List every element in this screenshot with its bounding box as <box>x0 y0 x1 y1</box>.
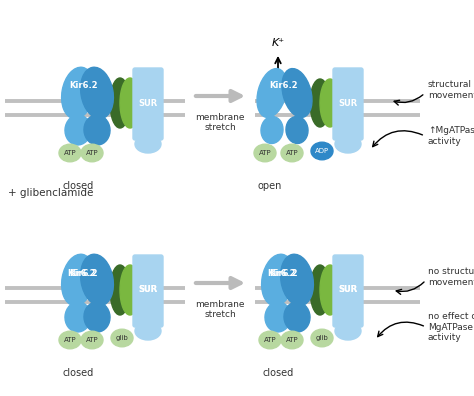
Ellipse shape <box>84 115 110 145</box>
FancyBboxPatch shape <box>333 255 363 327</box>
Ellipse shape <box>59 144 81 162</box>
Ellipse shape <box>281 331 303 349</box>
FancyBboxPatch shape <box>133 255 163 327</box>
Ellipse shape <box>310 265 330 315</box>
Ellipse shape <box>110 78 130 128</box>
Ellipse shape <box>62 254 94 306</box>
Text: Kir6.2: Kir6.2 <box>270 268 298 278</box>
Ellipse shape <box>120 78 140 128</box>
Text: Kir6.2: Kir6.2 <box>270 82 298 91</box>
Text: ATP: ATP <box>86 150 98 156</box>
Text: SUR: SUR <box>138 286 158 295</box>
Ellipse shape <box>135 135 161 153</box>
Ellipse shape <box>65 302 91 332</box>
Text: ADP: ADP <box>315 148 329 154</box>
Text: Kir6.2: Kir6.2 <box>70 268 98 278</box>
Text: membrane
stretch: membrane stretch <box>195 300 245 320</box>
Text: ATP: ATP <box>86 337 98 343</box>
Ellipse shape <box>284 302 310 332</box>
Ellipse shape <box>120 265 140 315</box>
Text: ↑MgATPase
activity: ↑MgATPase activity <box>428 126 474 146</box>
Text: SUR: SUR <box>338 99 357 107</box>
Ellipse shape <box>254 144 276 162</box>
Ellipse shape <box>335 135 361 153</box>
Ellipse shape <box>65 115 91 145</box>
Ellipse shape <box>281 254 313 306</box>
Text: ATP: ATP <box>259 150 271 156</box>
Text: Kir6.2: Kir6.2 <box>70 82 98 91</box>
Ellipse shape <box>261 116 283 143</box>
Ellipse shape <box>310 79 330 127</box>
Ellipse shape <box>257 69 287 118</box>
Text: SUR: SUR <box>338 286 357 295</box>
Ellipse shape <box>320 79 340 127</box>
Text: no effect on
MgATPase
activity: no effect on MgATPase activity <box>428 312 474 342</box>
FancyBboxPatch shape <box>333 68 363 140</box>
Ellipse shape <box>62 67 94 119</box>
Text: closed: closed <box>63 181 94 191</box>
Text: open: open <box>258 181 282 191</box>
Ellipse shape <box>84 302 110 332</box>
Ellipse shape <box>111 329 133 347</box>
Text: closed: closed <box>63 368 94 378</box>
FancyBboxPatch shape <box>133 68 163 140</box>
Ellipse shape <box>311 329 333 347</box>
Text: + glibenclamide: + glibenclamide <box>8 188 93 198</box>
Text: closed: closed <box>263 368 293 378</box>
Text: SUR: SUR <box>338 286 357 295</box>
Text: SUR: SUR <box>138 99 158 107</box>
Text: membrane
stretch: membrane stretch <box>195 113 245 132</box>
Ellipse shape <box>59 331 81 349</box>
Ellipse shape <box>259 331 281 349</box>
Ellipse shape <box>286 116 308 143</box>
Text: ATP: ATP <box>286 150 298 156</box>
Text: Kir6.2: Kir6.2 <box>268 268 296 278</box>
Text: ATP: ATP <box>64 337 76 343</box>
Ellipse shape <box>282 69 312 118</box>
Ellipse shape <box>311 142 333 160</box>
Text: no structural
movement: no structural movement <box>428 267 474 287</box>
Ellipse shape <box>335 322 361 340</box>
Text: ATP: ATP <box>286 337 298 343</box>
Ellipse shape <box>81 144 103 162</box>
Text: Kir6.2: Kir6.2 <box>68 268 96 278</box>
Ellipse shape <box>110 265 130 315</box>
Ellipse shape <box>81 67 113 119</box>
Text: glib: glib <box>116 335 128 341</box>
Text: ATP: ATP <box>264 337 276 343</box>
Text: structural
movement: structural movement <box>428 80 474 100</box>
Ellipse shape <box>281 144 303 162</box>
Ellipse shape <box>265 302 291 332</box>
Text: K⁺: K⁺ <box>272 38 284 48</box>
Ellipse shape <box>81 254 113 306</box>
Ellipse shape <box>81 331 103 349</box>
Ellipse shape <box>320 265 340 315</box>
Text: ATP: ATP <box>64 150 76 156</box>
Text: glib: glib <box>316 335 328 341</box>
Text: SUR: SUR <box>138 286 158 295</box>
Ellipse shape <box>135 322 161 340</box>
Ellipse shape <box>262 254 294 306</box>
